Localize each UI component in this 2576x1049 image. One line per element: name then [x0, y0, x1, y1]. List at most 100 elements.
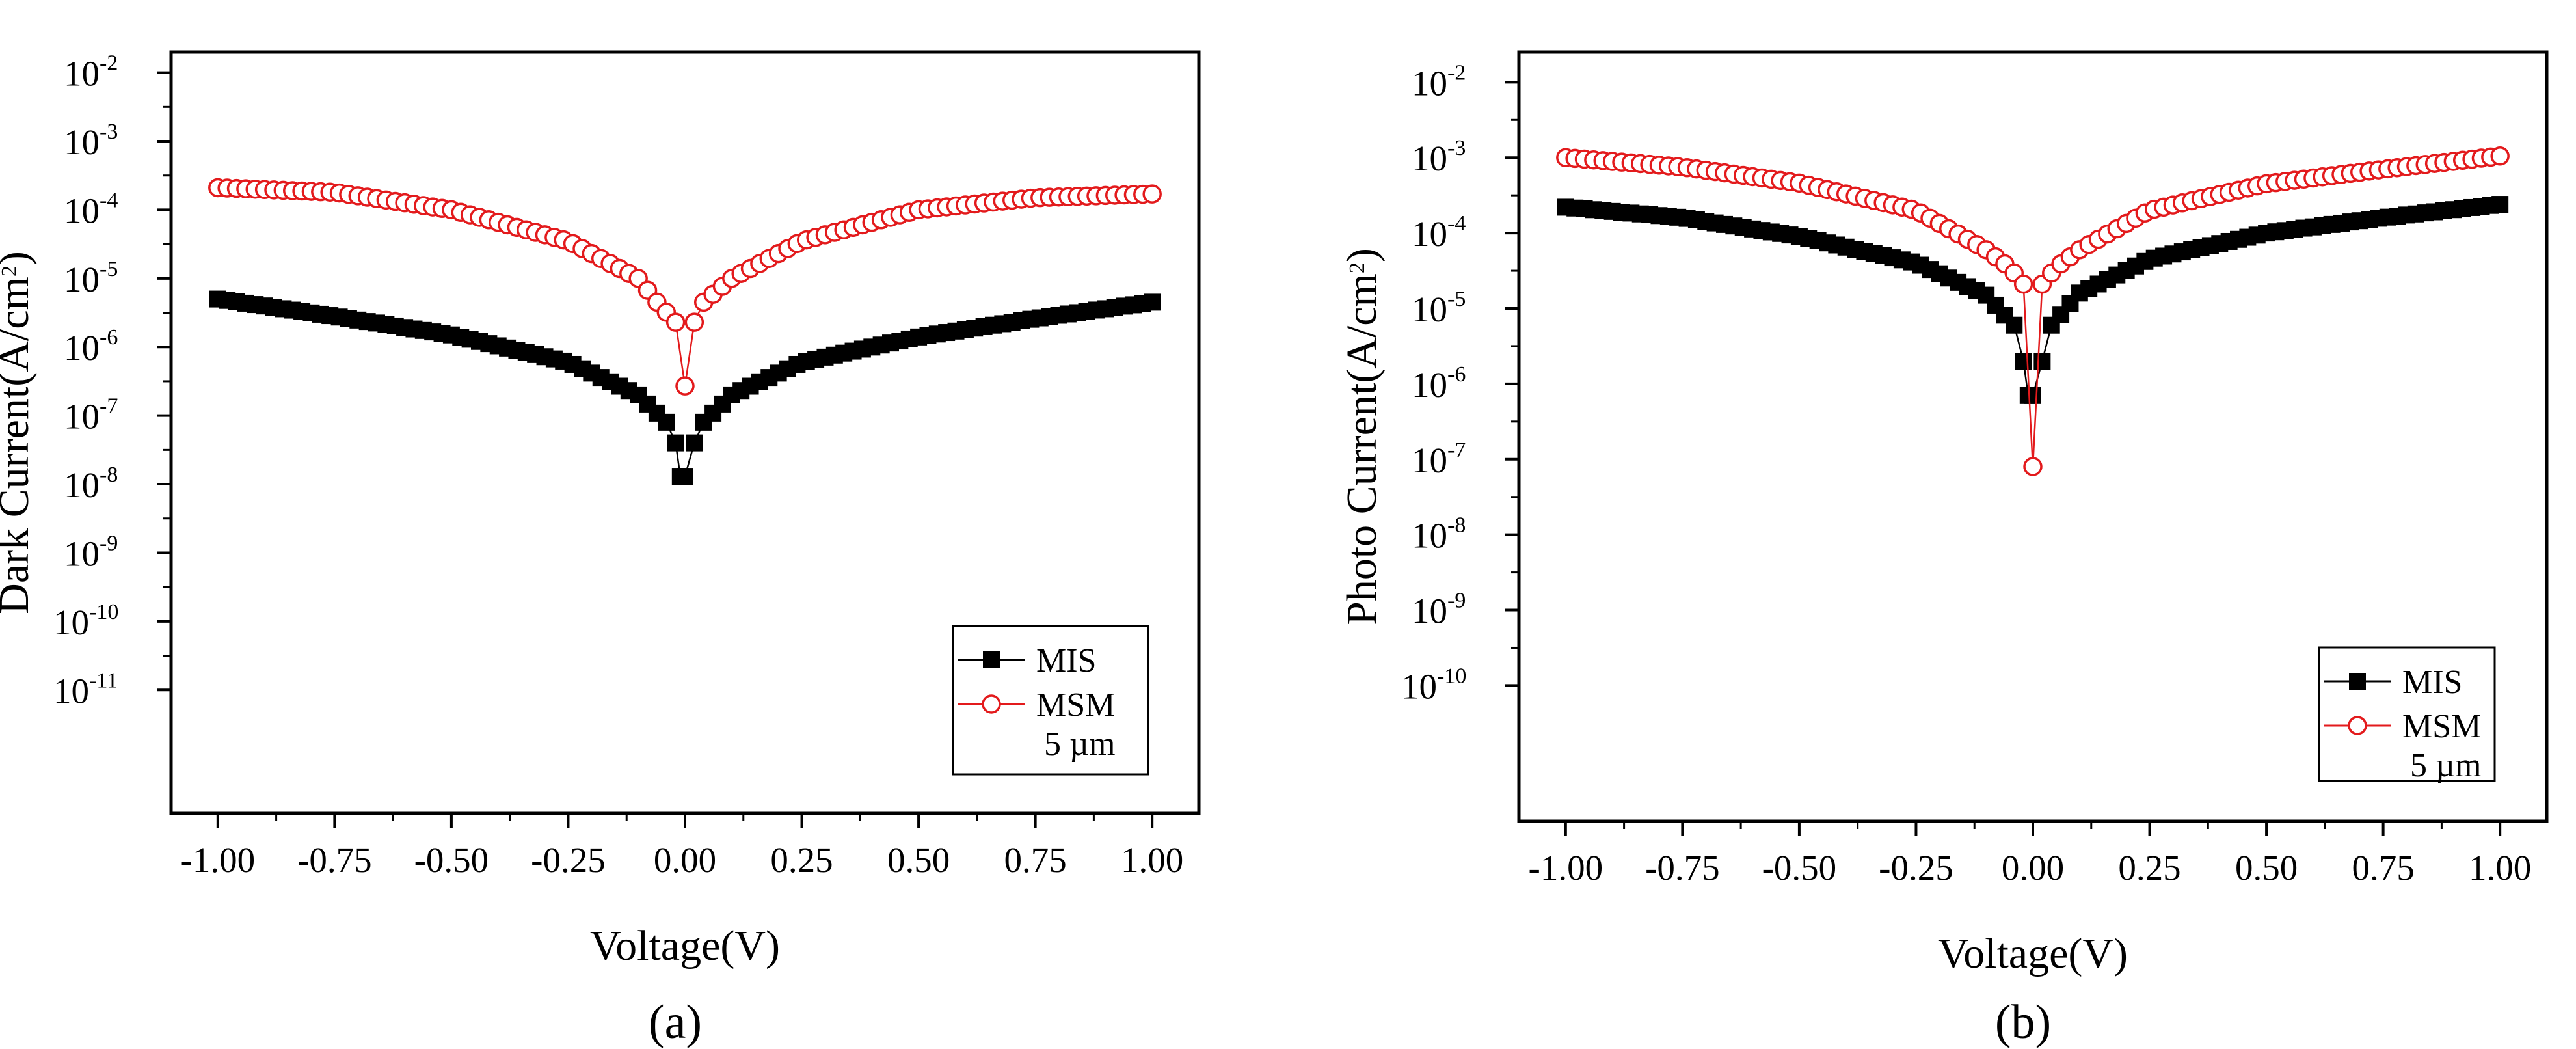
- panel-b-legend-mis-marker: [2349, 673, 2366, 690]
- panel-a-x-tick-label: 0.00: [654, 840, 716, 880]
- panel-a-y-tick-exponent: -10: [89, 600, 118, 624]
- panel-a-series: [208, 178, 1162, 485]
- panel-a-legend-msm-label: MSM: [1036, 687, 1115, 724]
- panel-a-y-tick-label: 10-5: [64, 257, 118, 299]
- panel-a-y-tick-label: 10-8: [64, 463, 118, 505]
- panel-b: -1.00 -0.75 -0.50 -0.25 0.00 0.25 0.50 0.75 1.00…: [1338, 50, 2549, 1049]
- panel-a-y-tick-exponent: -8: [100, 463, 118, 487]
- panel-b-x-tick-label: 1.00: [2469, 848, 2531, 888]
- panel-b-legend: MIS MSM 5 µm: [2318, 646, 2496, 784]
- panel-b-y-tick-label: 10-4: [1412, 211, 1466, 254]
- panel-a-mis-point: [667, 434, 684, 452]
- panel-b-msm-point: [2023, 457, 2043, 476]
- panel-a-y-tick-label: 10-11: [53, 668, 118, 711]
- panel-b-y-tick-label: 10-5: [1412, 287, 1466, 329]
- panel-b-y-tick-label: 10-10: [1401, 664, 1466, 706]
- panel-a-x-tick-label: -0.25: [531, 840, 606, 880]
- panel-b-x-tick-label: -0.50: [1762, 848, 1837, 888]
- panel-a-legend-mis-marker: [983, 651, 1000, 668]
- panel-b-series: [1556, 146, 2510, 476]
- panel-a-x-tick-label: 0.75: [1004, 840, 1067, 880]
- panel-b-y-title-close: ): [1338, 248, 1386, 262]
- panel-a-msm-line: [217, 187, 1153, 387]
- panel-a-y-tick-label: 10-9: [64, 531, 118, 573]
- panel-b-mis-point: [2033, 352, 2051, 370]
- panel-b-msm-line: [1565, 155, 2501, 467]
- panel-a-x-tick-label: -0.75: [297, 840, 372, 880]
- panel-a-y-tick-exponent: -11: [89, 668, 118, 692]
- panel-b-legend-mis-label: MIS: [2402, 664, 2462, 701]
- panel-b-x-tick-label: -0.75: [1645, 848, 1720, 888]
- panel-b-x-tick-label: 0.50: [2235, 848, 2298, 888]
- panel-a-msm-point: [684, 312, 704, 332]
- panel-b-y-tick-exponent: -9: [1447, 589, 1466, 613]
- panel-b-y-tick-exponent: -3: [1447, 136, 1466, 160]
- panel-a-y-tick-label: 10-7: [64, 394, 118, 437]
- panel-b-y-tick-exponent: -6: [1447, 362, 1466, 387]
- panel-a-label: (a): [649, 996, 702, 1049]
- panel-b-mis-line: [1565, 203, 2501, 397]
- panel-a-y-tick-exponent: -4: [100, 188, 118, 212]
- panel-b-y-tick-exponent: -10: [1437, 664, 1466, 688]
- panel-a-legend-msm-marker: [982, 694, 1001, 714]
- panel-a-x-tick-label: 1.00: [1121, 840, 1183, 880]
- panel-a-x-tick-label: 0.50: [887, 840, 950, 880]
- panel-b-y-title-text: Photo Current(A/cm: [1338, 273, 1386, 625]
- panel-a-y-tick-label: 10-4: [64, 188, 118, 230]
- panel-b-msm-point: [2013, 274, 2033, 294]
- panel-a-plot-frame: [169, 50, 1201, 815]
- panel-b-y-tick-label: 10-6: [1412, 362, 1466, 405]
- panel-a-x-tick-label: 0.25: [770, 840, 833, 880]
- panel-b-y-tick-label: 10-9: [1412, 589, 1466, 631]
- panel-b-legend-msm-marker: [2348, 716, 2367, 735]
- panel-b-x-tick-label: 0.75: [2352, 848, 2415, 888]
- panel-b-y-tick-exponent: -2: [1447, 61, 1466, 85]
- panel-b-label: (b): [1995, 996, 2051, 1049]
- panel-a-msm-point: [665, 312, 686, 332]
- panel-b-mis-point: [2491, 196, 2509, 213]
- panel-b-plot-frame: [1517, 50, 2549, 823]
- panel-b-x-tick-label: 0.25: [2118, 848, 2180, 888]
- panel-a: -1.00 -0.75 -0.50 -0.25 0.00 0.25 0.50 0.75 1.00…: [0, 50, 1201, 1049]
- panel-b-y-tick-label: 10-3: [1412, 136, 1466, 178]
- panel-a-mis-point: [658, 413, 675, 431]
- panel-a-y-title-close: ): [0, 251, 38, 266]
- panel-b-y-tick-label: 10-2: [1412, 61, 1466, 103]
- panel-b-legend-msm-label: MSM: [2402, 708, 2481, 745]
- panel-a-y-tick-label: 10-10: [53, 600, 118, 642]
- panel-a-y-tick-exponent: -6: [100, 325, 118, 349]
- panel-a-legend: MIS MSM 5 µm: [952, 625, 1149, 776]
- panel-b-y-axis-title: Photo Current(A/cm2): [1338, 248, 1386, 625]
- panel-a-legend-mis-label: MIS: [1036, 642, 1096, 679]
- panel-a-msm-point: [675, 376, 695, 396]
- panel-b-x-tick-label: 0.00: [2002, 848, 2064, 888]
- panel-a-y-tick-label: 10-3: [64, 120, 118, 162]
- panel-b-msm-point: [2490, 146, 2510, 166]
- panel-b-y-tick-exponent: -5: [1447, 287, 1466, 311]
- panel-a-y-tick-exponent: -2: [100, 51, 118, 75]
- panel-b-y-tick-exponent: -4: [1447, 211, 1466, 236]
- panel-a-legend-note: 5 µm: [1044, 726, 1115, 763]
- panel-b-y-tick-exponent: -7: [1447, 438, 1466, 462]
- panel-a-y-title-text: Dark Current(A/cm: [0, 277, 38, 614]
- panel-a-y-title-sup: 2: [0, 266, 21, 277]
- panel-a-x-tick-label: -0.50: [414, 840, 489, 880]
- panel-a-mis-point: [686, 434, 703, 452]
- panel-b-mis-point: [2024, 387, 2041, 404]
- panel-b-legend-box: [2318, 646, 2496, 782]
- panel-a-mis-point: [677, 468, 693, 485]
- panel-a-y-tick-exponent: -3: [100, 120, 118, 144]
- panel-b-y-tick-label: 10-7: [1412, 438, 1466, 480]
- panel-b-x-tick-label: -0.25: [1879, 848, 1953, 888]
- panel-b-y-tick-exponent: -8: [1447, 513, 1466, 538]
- panel-a-y-tick-label: 10-6: [64, 325, 118, 368]
- panel-a-x-axis-title: Voltage(V): [590, 922, 780, 970]
- panel-b-legend-note: 5 µm: [2410, 747, 2481, 784]
- panel-b-mis-point: [2015, 352, 2032, 370]
- panel-b-y-title-sup: 2: [1345, 262, 1369, 273]
- panel-a-y-tick-exponent: -9: [100, 531, 118, 555]
- panel-b-y-tick-label: 10-8: [1412, 513, 1466, 556]
- panel-a-msm-point: [1142, 184, 1162, 204]
- panel-a-y-tick-exponent: -7: [100, 394, 118, 418]
